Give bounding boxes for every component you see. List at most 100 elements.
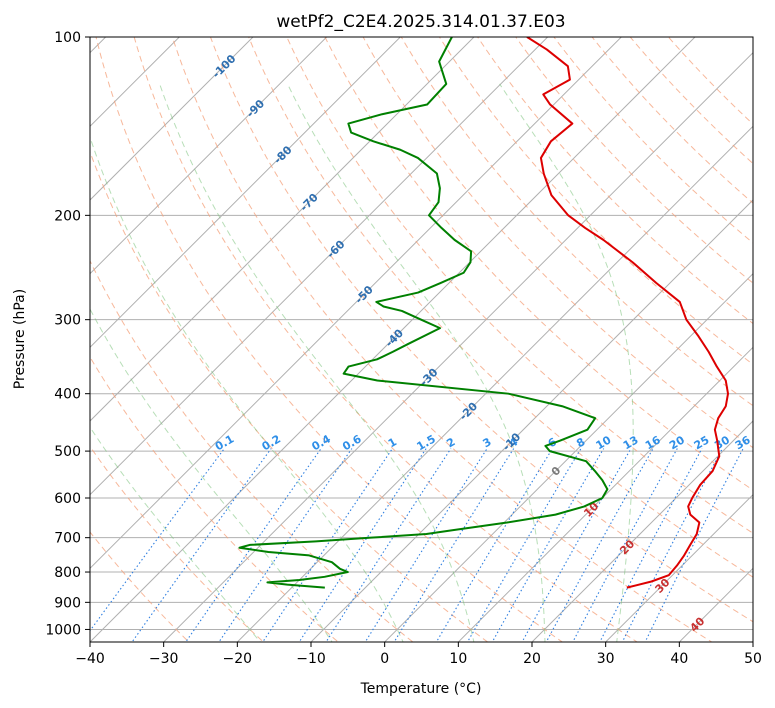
y-tick-label: 400 (54, 387, 81, 403)
y-tick-label: 600 (54, 491, 81, 507)
isotherm-line (752, 641, 753, 642)
y-tick-label: 900 (54, 595, 81, 611)
y-tick-label: 700 (54, 531, 81, 547)
mixing-ratio-line (466, 448, 582, 642)
dewpoint-profile (238, 37, 609, 589)
dry-adiabat (209, 37, 753, 623)
dry-adiabat (324, 37, 753, 491)
mixing-ratio-line (545, 448, 654, 642)
dry-adiabat (286, 37, 753, 534)
moist-adiabat (499, 83, 634, 642)
mixing-ratio-label: 0.6 (340, 432, 364, 453)
mixing-ratio-label: 25 (692, 433, 712, 452)
isotherm-line (90, 37, 549, 496)
y-axis-label: Pressure (hPa) (12, 289, 28, 389)
moist-adiabat (90, 426, 261, 642)
dry-adiabat (90, 445, 265, 642)
isotherm-line (90, 37, 623, 570)
y-tick-label: 1000 (45, 622, 81, 638)
axes: −40 −30 −20 −10 0 10 20 30 40 50 100 200 300 400 500 60… (45, 30, 762, 667)
mixing-ratio-line (491, 448, 605, 642)
x-tick-label: 40 (670, 651, 688, 667)
chart-title: wetPf2_C2E4.2025.314.01.37.E03 (276, 12, 565, 32)
y-tick-label: 200 (54, 208, 81, 224)
x-tick-label: −30 (149, 651, 179, 667)
x-tick-label: 30 (597, 651, 615, 667)
isotherm-line (310, 199, 753, 642)
isotherm-line (457, 346, 753, 642)
isotherm-line (90, 37, 402, 349)
isotherm-line (90, 37, 328, 275)
dry-adiabat (629, 37, 753, 165)
mixing-ratio-label: 10 (594, 433, 614, 452)
dry-adiabat (90, 259, 414, 642)
x-tick-label: −40 (75, 651, 105, 667)
mixing-ratio-label: 13 (621, 433, 641, 452)
mixing-ratio-label: 30 (712, 433, 732, 452)
isotherm-line (531, 420, 753, 642)
x-tick-label: 0 (380, 651, 389, 667)
mixing-ratio-label: 8 (574, 435, 587, 450)
dry-adiabat (591, 37, 753, 204)
isotherm-label: -100 (210, 52, 239, 81)
mixing-ratio-line (262, 448, 393, 642)
isotherm-line (0, 10, 59, 654)
x-axis-label: Temperature (°C) (360, 681, 482, 697)
mixing-ratio-line (393, 448, 515, 642)
dry-adiabat (133, 37, 638, 642)
isotherm-line (236, 125, 753, 642)
dry-adiabat (438, 37, 753, 366)
dry-adiabat (515, 37, 753, 284)
mixing-ratio-label: 0.1 (213, 432, 236, 453)
dry-adiabat (90, 531, 190, 642)
mixing-ratio-line (185, 448, 322, 642)
dry-adiabat (95, 37, 564, 642)
mixing-ratio-line (218, 448, 353, 642)
isotherm-label: -80 (271, 143, 294, 166)
isotherm-label: -70 (298, 191, 321, 214)
mixing-ratio-line (621, 448, 723, 642)
mixing-ratio-line (364, 448, 488, 642)
x-tick-label: 50 (744, 651, 762, 667)
mixing-ratio-line (325, 448, 452, 642)
isotherm-line (604, 493, 753, 642)
moist-adiabat (90, 308, 333, 642)
mixing-ratio-line (521, 448, 632, 642)
mixing-ratio-line (90, 448, 225, 632)
plot-area: 0.1 0.2 0.4 0.6 1 1.5 2 3 4 6 8 10 13 16 20 25 30 36-100-… (0, 10, 753, 654)
plot-frame (89, 36, 754, 643)
isotherm-line (90, 37, 475, 422)
moist-adiabat (287, 83, 546, 642)
y-tick-label: 300 (54, 313, 81, 329)
dry-adiabat (553, 37, 753, 244)
mixing-ratio-line (572, 448, 678, 642)
mixing-ratio-label: 2 (444, 435, 457, 450)
mixing-ratio-label: 20 (667, 433, 687, 452)
moist-adiabat (159, 83, 475, 642)
mixing-ratio-label: 1.5 (414, 432, 437, 453)
y-tick-label: 500 (54, 444, 81, 460)
isotherm-line (162, 51, 753, 642)
x-tick-label: 10 (449, 651, 467, 667)
mixing-ratio-label: 1 (386, 435, 399, 450)
isotherm-line (90, 37, 181, 128)
mixing-ratio-line (298, 448, 427, 642)
mixing-ratio-label: 0.4 (310, 432, 334, 453)
y-tick-label: 800 (54, 565, 81, 581)
isotherm-line (90, 37, 696, 642)
mixing-ratio-label: 0.2 (260, 432, 283, 453)
dry-adiabat (362, 37, 753, 449)
dry-adiabat (171, 37, 713, 642)
x-tick-label: −20 (223, 651, 253, 667)
isotherm-line (90, 37, 254, 201)
dry-adiabat (400, 37, 753, 407)
dry-adiabat (667, 37, 753, 125)
moist-adiabat (90, 135, 404, 642)
mixing-ratio-line (435, 448, 553, 642)
dry-adiabat (90, 150, 489, 642)
temperature-profile (526, 37, 730, 589)
dry-adiabat (90, 356, 340, 642)
mixing-ratio-line (599, 448, 703, 642)
x-tick-label: 20 (523, 651, 541, 667)
